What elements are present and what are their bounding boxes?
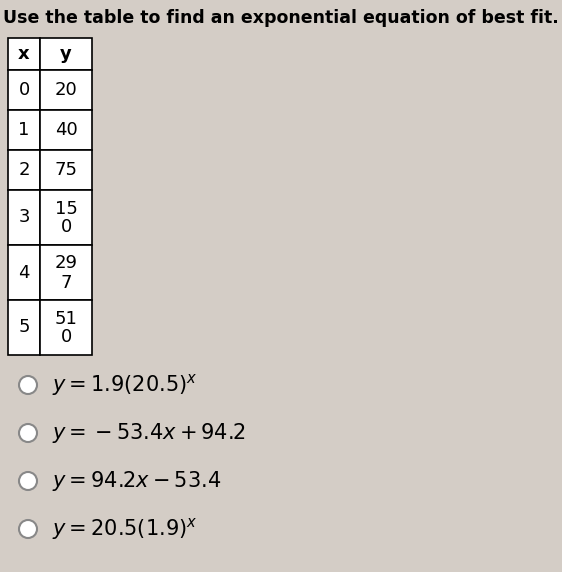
Text: 15: 15 xyxy=(55,200,78,217)
Text: Use the table to find an exponential equation of best fit.: Use the table to find an exponential equ… xyxy=(3,9,559,27)
Bar xyxy=(8,110,40,150)
Bar xyxy=(40,110,92,150)
Text: x: x xyxy=(18,45,30,63)
Text: 20: 20 xyxy=(55,81,78,99)
Circle shape xyxy=(19,472,37,490)
Text: 29: 29 xyxy=(55,255,78,272)
Circle shape xyxy=(19,520,37,538)
Bar xyxy=(40,300,92,355)
Text: 0: 0 xyxy=(19,81,30,99)
Text: 75: 75 xyxy=(55,161,78,179)
Bar xyxy=(8,245,40,300)
Bar xyxy=(8,190,40,245)
Circle shape xyxy=(19,424,37,442)
Text: 2: 2 xyxy=(18,161,30,179)
Bar xyxy=(40,190,92,245)
Text: 0: 0 xyxy=(60,328,71,347)
Text: 1: 1 xyxy=(19,121,30,139)
Bar xyxy=(8,300,40,355)
Text: $y = 1.9(20.5)^{x}$: $y = 1.9(20.5)^{x}$ xyxy=(52,372,197,398)
Bar xyxy=(40,150,92,190)
Text: y: y xyxy=(60,45,72,63)
Text: 0: 0 xyxy=(60,219,71,236)
Circle shape xyxy=(19,376,37,394)
Text: 40: 40 xyxy=(55,121,78,139)
Text: 4: 4 xyxy=(18,264,30,281)
Bar xyxy=(8,70,40,110)
Bar xyxy=(40,70,92,110)
Bar xyxy=(40,245,92,300)
Text: 5: 5 xyxy=(18,319,30,336)
Text: 3: 3 xyxy=(18,209,30,227)
Bar xyxy=(40,38,92,70)
Text: $y = -53.4x + 94.2$: $y = -53.4x + 94.2$ xyxy=(52,421,246,445)
Text: 7: 7 xyxy=(60,273,72,292)
Text: 51: 51 xyxy=(55,309,78,328)
Bar xyxy=(8,38,40,70)
Text: $y = 94.2x - 53.4$: $y = 94.2x - 53.4$ xyxy=(52,469,221,493)
Bar xyxy=(8,150,40,190)
Text: $y = 20.5(1.9)^{x}$: $y = 20.5(1.9)^{x}$ xyxy=(52,516,197,542)
